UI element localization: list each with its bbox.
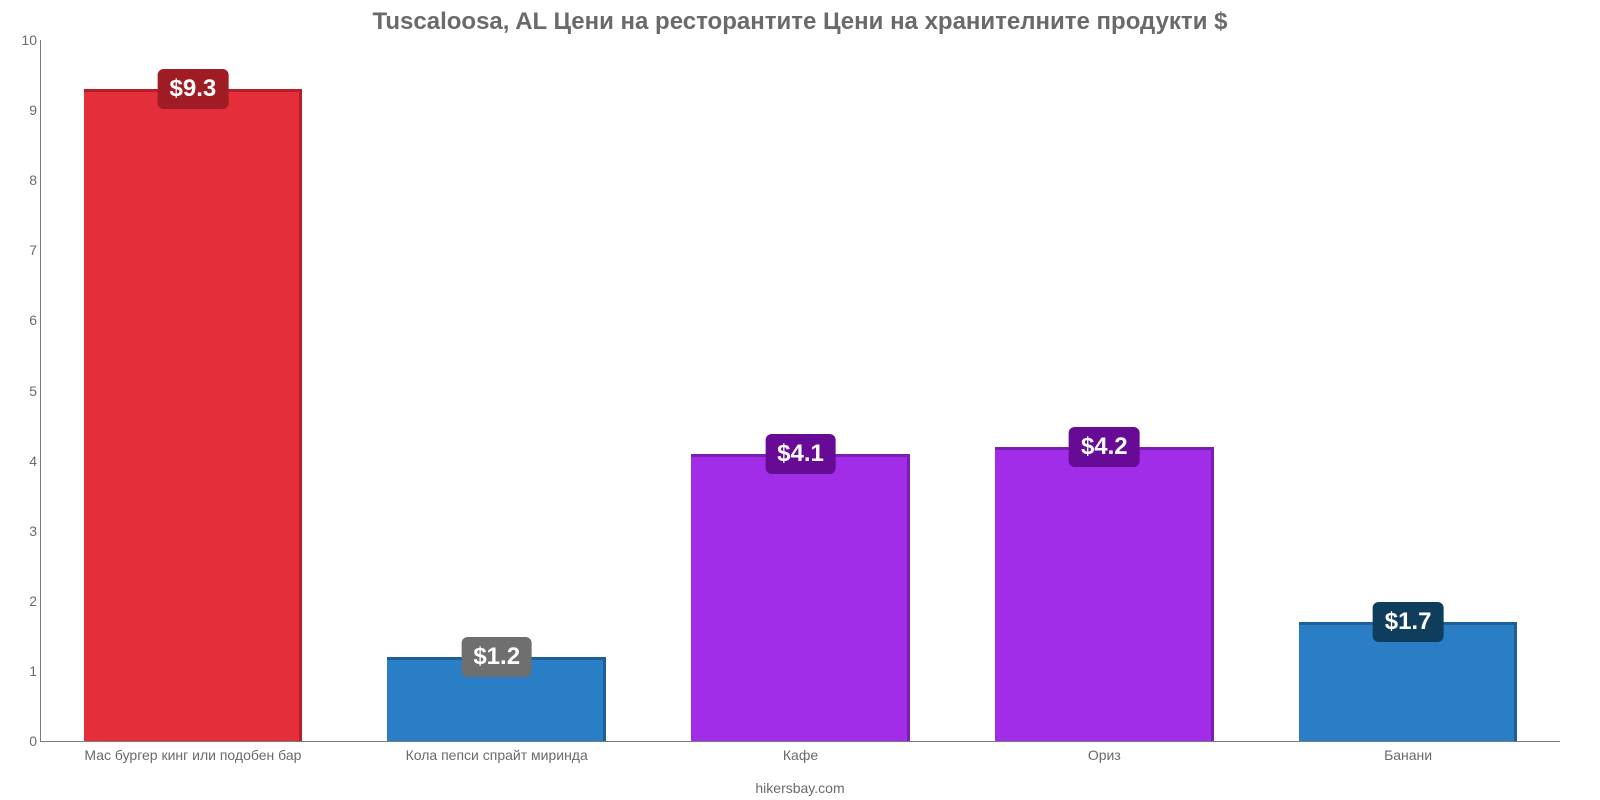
chart-caption: hikersbay.com [0,780,1600,796]
bar [691,454,910,741]
bar-value-label: $1.7 [1373,602,1444,642]
chart-title: Tuscaloosa, AL Цени на ресторантите Цени… [0,8,1600,36]
bar-value-label: $9.3 [158,69,229,109]
y-tick: 2 [9,593,37,609]
y-tick: 6 [9,312,37,328]
x-category-label: Кола пепси спрайт миринда [406,747,588,763]
bar-value-label: $4.1 [765,434,836,474]
bar-chart: Tuscaloosa, AL Цени на ресторантите Цени… [0,0,1600,800]
x-category-label: Мас бургер кинг или подобен бар [84,747,301,763]
x-category-label: Ориз [1088,747,1121,763]
bar-value-label: $1.2 [461,637,532,677]
plot-area: 012345678910$9.3Мас бургер кинг или подо… [40,40,1560,742]
y-tick: 8 [9,172,37,188]
y-tick: 0 [9,733,37,749]
y-tick: 5 [9,383,37,399]
x-category-label: Банани [1384,747,1432,763]
y-tick: 1 [9,663,37,679]
y-tick: 7 [9,242,37,258]
bar [84,89,303,741]
x-category-label: Кафе [783,747,818,763]
y-tick: 4 [9,453,37,469]
y-tick: 10 [9,32,37,48]
y-tick: 9 [9,102,37,118]
bar [995,447,1214,741]
y-tick: 3 [9,523,37,539]
bar-value-label: $4.2 [1069,427,1140,467]
